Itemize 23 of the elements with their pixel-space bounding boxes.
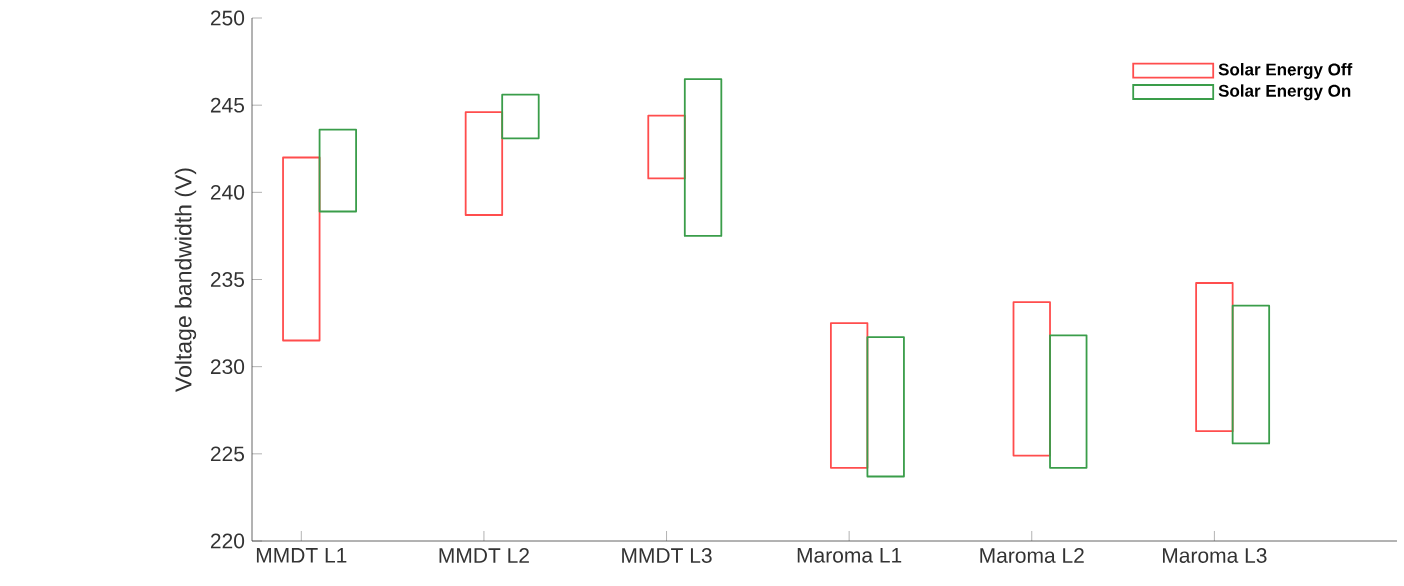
y-tick-label: 220 bbox=[210, 533, 245, 549]
y-tick-label: 250 bbox=[210, 10, 245, 26]
bar bbox=[866, 336, 905, 478]
x-tick-label: Maroma L1 bbox=[797, 548, 902, 563]
x-tick-label: MMDT L1 bbox=[256, 548, 347, 563]
x-tick-label: MMDT L3 bbox=[622, 548, 712, 563]
x-tick-label: Maroma L3 bbox=[1163, 548, 1267, 563]
x-tick-label: MMDT L2 bbox=[439, 548, 529, 563]
y-tick-label: 240 bbox=[210, 184, 245, 200]
legend-label: Solar Energy On bbox=[1218, 84, 1351, 101]
legend-label: Solar Energy Off bbox=[1218, 63, 1353, 79]
bar bbox=[683, 78, 723, 237]
x-tick-label: Maroma L2 bbox=[980, 548, 1084, 563]
bar bbox=[1049, 334, 1088, 469]
bar bbox=[318, 128, 357, 213]
bar bbox=[501, 93, 540, 140]
y-tick-label: 245 bbox=[210, 97, 245, 113]
bar bbox=[464, 111, 504, 216]
y-tick-label: 230 bbox=[210, 359, 245, 375]
y-axis-title: Voltage bandwidth (V) bbox=[174, 168, 197, 392]
bar bbox=[1231, 304, 1271, 445]
y-tick-label: 225 bbox=[210, 446, 245, 462]
y-tick-label: 235 bbox=[210, 272, 245, 287]
